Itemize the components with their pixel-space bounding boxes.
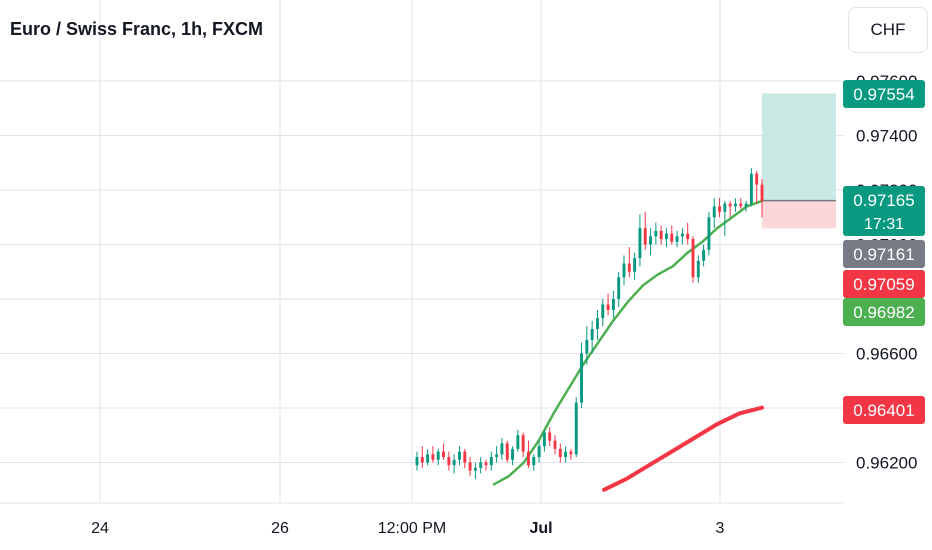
price-label-target: 0.97554 xyxy=(853,85,914,104)
candle-body xyxy=(431,454,435,460)
candle-body xyxy=(420,457,424,463)
price-label-ma-slow: 0.96401 xyxy=(853,401,914,420)
candle-body xyxy=(537,446,541,458)
candle-body xyxy=(611,299,615,310)
candle-body xyxy=(760,184,764,201)
time-axis[interactable]: 24 26 12:00 PM Jul 3 xyxy=(91,520,724,537)
price-label-ma-fast-bg xyxy=(843,298,925,326)
candle-body xyxy=(516,435,520,449)
candle-body xyxy=(755,173,759,185)
candle-body xyxy=(627,263,631,272)
candle-body xyxy=(654,230,658,237)
candle-body xyxy=(670,233,674,242)
candle-body xyxy=(500,443,504,455)
candle-body xyxy=(702,249,706,261)
price-label-countdown: 17:31 xyxy=(864,216,904,233)
candle-body xyxy=(495,454,499,458)
candle-body xyxy=(749,173,753,204)
price-label-ma-fast: 0.96982 xyxy=(853,303,914,322)
candle-body xyxy=(489,457,493,466)
candle-body xyxy=(606,304,610,310)
stop-zone[interactable] xyxy=(762,200,836,229)
y-tick-label: 0.96200 xyxy=(856,454,917,473)
candle-body xyxy=(691,239,695,278)
grid-lines xyxy=(0,0,843,503)
candle-body xyxy=(532,457,536,466)
price-label-last: 0.97165 xyxy=(853,191,914,210)
candle-body xyxy=(521,435,525,452)
candle-body xyxy=(638,228,642,259)
position-tool[interactable] xyxy=(762,93,836,229)
candle-body xyxy=(426,454,430,463)
y-tick-label: 0.96600 xyxy=(856,345,917,364)
candle-body xyxy=(468,462,472,471)
candle-body xyxy=(617,277,621,299)
candle-body xyxy=(622,263,626,278)
candle-body xyxy=(574,402,578,455)
candle-body xyxy=(580,353,583,403)
price-label-stop: 0.97059 xyxy=(853,275,914,294)
candle-body xyxy=(712,206,716,218)
candle-body xyxy=(596,318,599,329)
candle-body xyxy=(436,451,440,460)
candle-body xyxy=(479,462,483,468)
candle-body xyxy=(707,217,711,250)
x-tick-label: 26 xyxy=(271,520,289,537)
candle-body xyxy=(527,451,530,466)
candle-body xyxy=(659,230,663,240)
candle-body xyxy=(633,258,637,272)
price-label-entry-bg xyxy=(843,240,925,268)
currency-button[interactable]: CHF xyxy=(848,7,928,53)
x-tick-label: Jul xyxy=(529,520,552,537)
candle-body xyxy=(558,448,562,458)
candle-body xyxy=(680,233,684,237)
candle-body xyxy=(696,260,700,278)
candle-body xyxy=(542,432,546,447)
candle-body xyxy=(686,233,690,240)
candle-body xyxy=(484,462,488,466)
candle-body xyxy=(590,328,594,340)
x-tick-label: 12:00 PM xyxy=(378,520,446,537)
target-zone[interactable] xyxy=(762,93,836,201)
price-label-target-bg xyxy=(843,80,925,108)
candle-body xyxy=(415,457,419,466)
candle-body xyxy=(548,432,552,441)
candles xyxy=(415,168,764,479)
candle-body xyxy=(601,304,605,319)
x-tick-label: 24 xyxy=(91,520,109,537)
ma-fast-line xyxy=(492,199,764,486)
candle-body xyxy=(585,339,589,354)
price-label-last-bg xyxy=(843,186,925,236)
candle-body xyxy=(643,228,647,245)
candle-body xyxy=(463,451,467,463)
candle-body xyxy=(675,236,679,242)
candle-body xyxy=(569,451,573,455)
candle-body xyxy=(728,203,732,207)
price-label-ma-slow-bg xyxy=(843,396,925,424)
candle-body xyxy=(739,203,743,207)
chart-title: Euro / Swiss Franc, 1h, FXCM xyxy=(10,19,264,39)
price-label-stop-bg xyxy=(843,270,925,298)
candle-body xyxy=(452,459,456,466)
candle-body xyxy=(744,203,748,207)
candle-body xyxy=(665,233,668,240)
candle-body xyxy=(442,451,445,458)
candle-body xyxy=(718,206,721,212)
candle-body xyxy=(723,203,727,212)
candle-body xyxy=(553,440,557,449)
candle-body xyxy=(458,451,461,460)
price-label-entry: 0.97161 xyxy=(853,245,914,264)
candle-body xyxy=(473,467,477,471)
y-tick-label: 0.97400 xyxy=(856,127,917,146)
price-labels: 0.97554 0.97165 17:31 0.97161 0.97059 0.96982… xyxy=(843,80,925,424)
candle-body xyxy=(505,443,509,460)
candle-body xyxy=(447,457,451,466)
candle-body xyxy=(734,203,737,207)
candle-body xyxy=(649,236,652,245)
candle-body xyxy=(511,448,514,460)
candle-body xyxy=(564,451,568,458)
ma-slow-line xyxy=(602,405,764,492)
x-tick-label: 3 xyxy=(716,520,725,537)
